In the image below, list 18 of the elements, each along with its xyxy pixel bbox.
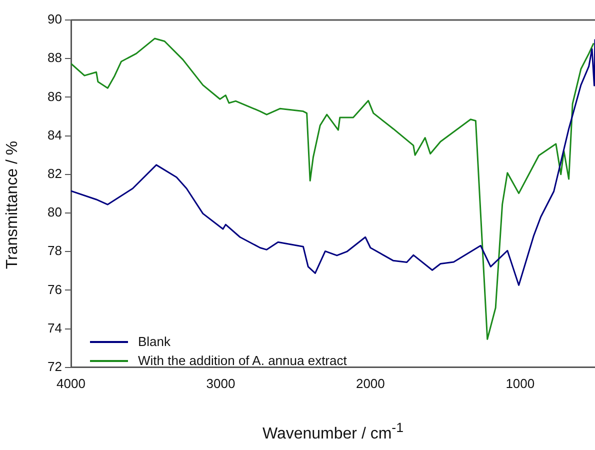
y-tick-label: 74 xyxy=(48,320,62,336)
y-tick-label: 90 xyxy=(48,12,62,27)
x-axis-title: Wavenumber / cm$^{-1}$ xyxy=(261,420,405,444)
y-axis-title: Transmittance / % xyxy=(4,140,22,272)
x-tick-label: 4000 xyxy=(56,376,86,391)
y-tick-label: 80 xyxy=(48,204,62,220)
y-tick-label: 84 xyxy=(48,127,62,142)
y-tick-label: 88 xyxy=(48,50,62,66)
y-tick-label: 72 xyxy=(48,358,62,374)
x-tick-label: 2000 xyxy=(356,376,385,391)
legend-label: Blank xyxy=(138,334,171,349)
y-tick-label: 82 xyxy=(48,166,62,181)
y-tick-label: 78 xyxy=(48,243,62,258)
y-tick-label: 86 xyxy=(48,88,62,104)
y-tick-label: 76 xyxy=(48,282,62,297)
x-tick-label: 1000 xyxy=(506,376,535,391)
x-tick-label: 3000 xyxy=(206,376,236,391)
legend-label: With the addition of A. annua extract xyxy=(138,353,347,368)
